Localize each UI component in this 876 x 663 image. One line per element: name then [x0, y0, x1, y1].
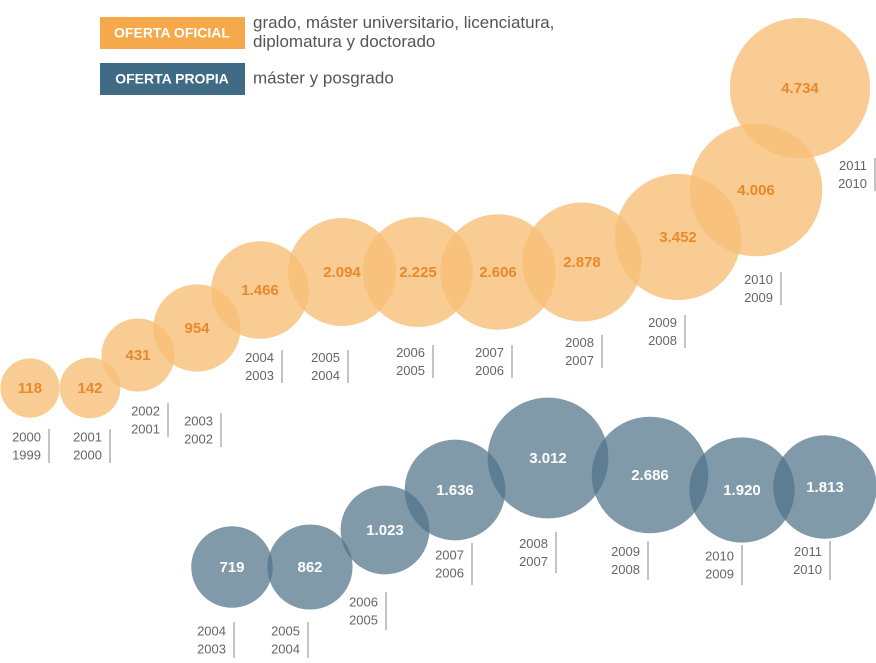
year-label: 1999	[12, 447, 41, 462]
year-label: 2003	[184, 413, 213, 428]
year-label: 2011	[794, 544, 822, 559]
year-label: 2002	[131, 403, 160, 418]
bubble	[0, 358, 60, 418]
year-label: 2009	[611, 544, 640, 559]
bubble	[340, 485, 430, 575]
bubble	[59, 357, 121, 419]
data-label: 719	[219, 559, 244, 576]
data-label: 862	[297, 559, 322, 576]
year-label: 2004	[197, 623, 226, 638]
data-label: 2.686	[631, 467, 669, 484]
year-label: 2006	[396, 345, 425, 360]
data-label: 431	[125, 347, 150, 364]
bubble	[267, 524, 353, 610]
year-label: 2002	[184, 431, 213, 446]
year-label: 2006	[475, 363, 504, 378]
data-label: 3.452	[659, 229, 697, 246]
data-label: 1.920	[723, 482, 761, 499]
legend-label: OFERTA OFICIAL	[114, 25, 230, 41]
data-label: 1.813	[806, 479, 844, 496]
data-label: 1.023	[366, 522, 404, 539]
bubble	[362, 216, 474, 328]
bubble	[591, 416, 709, 534]
year-label: 2008	[519, 536, 548, 551]
year-label: 2006	[435, 565, 464, 580]
year-label: 2007	[475, 345, 504, 360]
legend-label: OFERTA PROPIA	[115, 71, 229, 87]
year-label: 2001	[131, 421, 160, 436]
bubble	[404, 439, 506, 541]
year-label: 2010	[744, 272, 773, 287]
year-label: 2005	[349, 612, 378, 627]
bubble	[211, 241, 309, 339]
legend-badge	[100, 63, 245, 95]
data-label: 2.225	[399, 264, 437, 281]
data-label: 2.094	[323, 264, 361, 281]
year-label: 2008	[611, 562, 640, 577]
year-label: 2009	[744, 290, 773, 305]
year-label: 2000	[73, 447, 102, 462]
year-label: 2010	[705, 548, 734, 563]
year-label: 2007	[519, 554, 548, 569]
year-label: 2005	[311, 350, 340, 365]
year-label: 2008	[648, 333, 677, 348]
data-label: 2.606	[479, 264, 517, 281]
year-label: 2008	[565, 335, 594, 350]
year-label: 2011	[839, 158, 867, 173]
year-label: 2004	[271, 641, 300, 656]
bubble	[287, 217, 397, 327]
year-label: 2010	[838, 176, 867, 191]
data-label: 4.006	[737, 182, 775, 199]
legend-description: grado, máster universitario, licenciatur…	[253, 13, 554, 32]
data-label: 118	[18, 380, 42, 397]
legend-badge	[100, 17, 245, 49]
year-label: 2003	[245, 368, 274, 383]
bubble	[191, 526, 273, 608]
data-label: 954	[184, 320, 210, 337]
year-label: 2006	[349, 594, 378, 609]
year-label: 2010	[793, 562, 822, 577]
year-label: 2009	[705, 566, 734, 581]
bubble	[522, 202, 642, 322]
year-label: 2004	[311, 368, 340, 383]
bubble	[689, 437, 795, 543]
legend-description: máster y posgrado	[253, 68, 394, 87]
bubble	[729, 17, 871, 159]
year-label: 2005	[271, 623, 300, 638]
bubble	[487, 397, 609, 519]
data-label: 142	[77, 380, 102, 397]
year-label: 2007	[435, 547, 464, 562]
data-label: 2.878	[563, 254, 601, 271]
data-label: 1.466	[241, 282, 279, 299]
year-label: 2001	[73, 429, 102, 444]
data-label: 4.734	[781, 80, 819, 97]
data-label: 1.636	[436, 482, 474, 499]
year-label: 2009	[648, 315, 677, 330]
year-label: 2000	[12, 429, 41, 444]
data-label: 3.012	[529, 450, 567, 467]
year-label: 2005	[396, 363, 425, 378]
year-label: 2003	[197, 641, 226, 656]
bubble	[773, 435, 876, 539]
year-label: 2004	[245, 350, 274, 365]
legend-description: diplomatura y doctorado	[253, 32, 435, 51]
year-label: 2007	[565, 353, 594, 368]
